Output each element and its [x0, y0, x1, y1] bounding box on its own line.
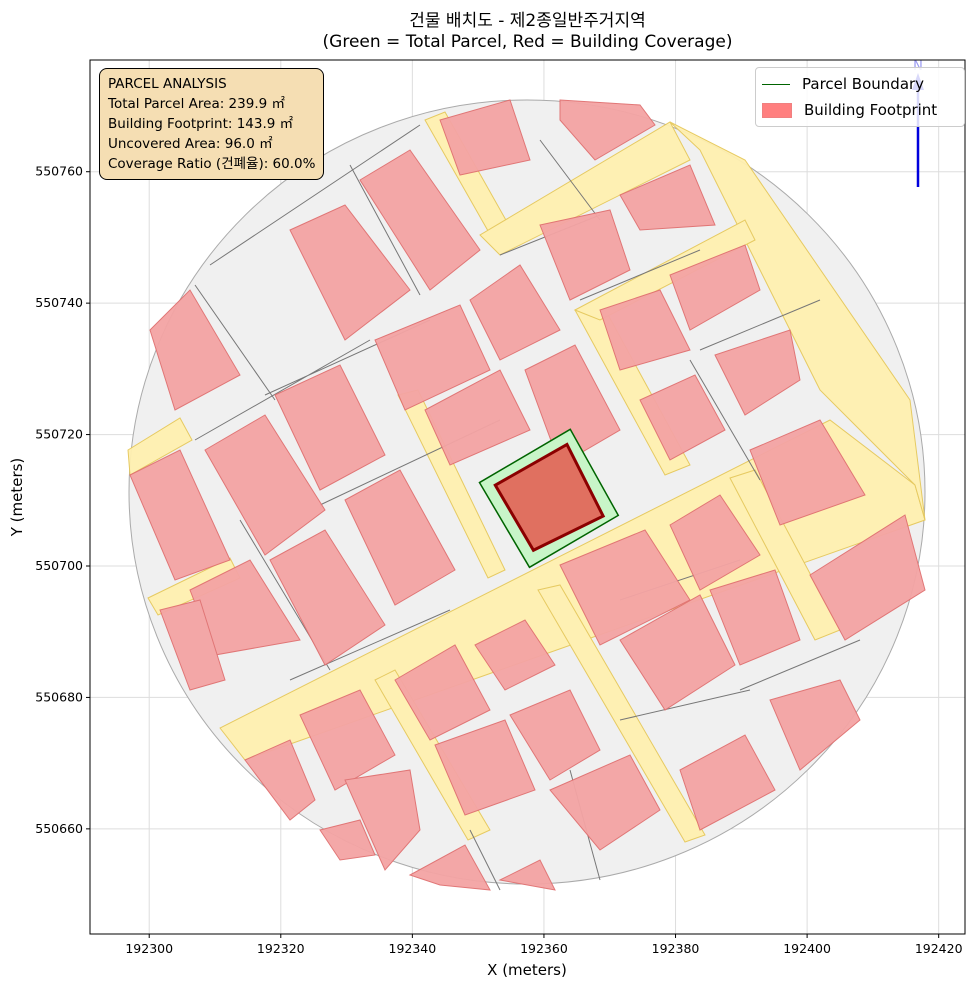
y-tick-label: 550720: [35, 427, 83, 442]
legend-line-swatch: [762, 83, 790, 85]
x-tick-label: 192360: [520, 941, 568, 956]
road: [537, 584, 706, 843]
info-heading: PARCEL ANALYSIS: [108, 76, 227, 92]
legend-patch-swatch: [762, 102, 792, 118]
legend: Parcel Boundary Building Footprint: [755, 67, 965, 127]
building-footprint-polygon: [493, 442, 606, 553]
x-axis-label: X (meters): [487, 961, 567, 979]
road: [127, 417, 193, 476]
y-tick-label: 550660: [35, 821, 83, 836]
info-footprint: Building Footprint: 143.9 ㎡: [108, 116, 294, 132]
road: [479, 121, 691, 256]
chart-title: 건물 배치도 - 제2종일반주거지역: [409, 11, 646, 31]
axis-ticks: 192300 192320 192340 192360 192380 192400 1924…: [35, 164, 962, 956]
lot-lines: [194, 124, 861, 891]
x-tick-label: 192320: [257, 941, 305, 956]
road: [573, 219, 756, 321]
legend-label: Parcel Boundary: [802, 75, 925, 93]
legend-item-parcel: Parcel Boundary: [762, 71, 958, 97]
y-axis-label: Y (meters): [8, 458, 26, 538]
x-tick-label: 192380: [652, 941, 700, 956]
y-tick-label: 550680: [35, 689, 83, 704]
chart-subtitle: (Green = Total Parcel, Red = Building Co…: [322, 32, 733, 52]
parcel-analysis-box: PARCEL ANALYSIS Total Parcel Area: 239.9…: [99, 68, 325, 180]
x-tick-label: 192400: [783, 941, 831, 956]
y-tick-label: 550700: [35, 558, 83, 573]
y-tick-label: 550740: [35, 295, 83, 310]
info-uncovered: Uncovered Area: 96.0 ㎡: [108, 136, 273, 152]
axes-frame: [89, 59, 966, 935]
x-tick-label: 192340: [389, 941, 437, 956]
legend-label: Building Footprint: [804, 101, 938, 119]
y-tick-label: 550760: [35, 164, 83, 179]
north-label: N: [913, 59, 923, 74]
legend-item-building: Building Footprint: [762, 97, 958, 123]
road: [669, 121, 926, 521]
info-total-area: Total Parcel Area: 239.9 ㎡: [108, 96, 285, 112]
x-tick-label: 192300: [125, 941, 173, 956]
context-buildings: [129, 99, 926, 891]
x-tick-label: 192420: [915, 941, 963, 956]
info-coverage-ratio: Coverage Ratio (건폐율): 60.0%: [108, 156, 316, 172]
